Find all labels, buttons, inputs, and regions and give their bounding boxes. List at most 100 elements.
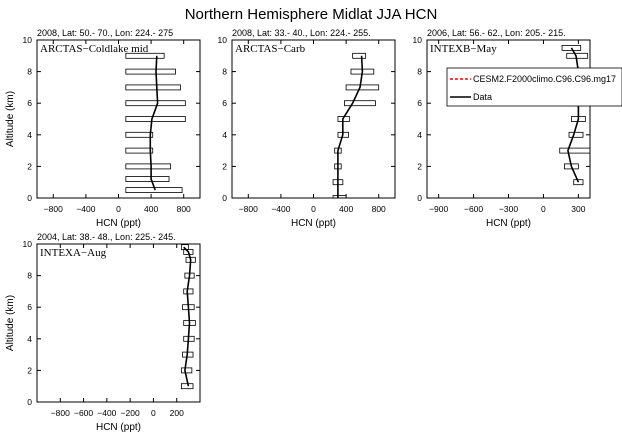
- x-tick-label: −200: [121, 408, 140, 418]
- y-tick-label: 8: [222, 67, 227, 77]
- x-tick-label: 800: [177, 204, 191, 214]
- panel-label: ARCTAS−Coldlake mid: [40, 43, 149, 55]
- legend-label: CESM2.F2000climo.C96.C96.mg17: [473, 74, 616, 84]
- chart-panel-1: 2008, Lat: 50.- 70., Lon: 224.- 275 ARCTA…: [5, 28, 201, 229]
- data-range-box: [180, 383, 194, 390]
- y-tick-label: 2: [417, 161, 422, 171]
- data-range-box: [352, 52, 367, 59]
- data-range-box: [125, 176, 170, 182]
- legend: CESM2.F2000climo.C96.C96.mg17 Data: [446, 67, 622, 107]
- chart-panel-3: 2006, Lat: 56.- 62., Lon: 205.- 215. INTE…: [413, 28, 591, 229]
- y-tick-label: 4: [27, 130, 32, 140]
- panel-subtitle: 2006, Lat: 56.- 62., Lon: 205.- 215.: [427, 28, 566, 38]
- plot-data: [332, 52, 380, 198]
- panel-label: INTEXB−May: [430, 43, 497, 55]
- data-range-box: [344, 100, 376, 107]
- figure-title: Northern Hemisphere Midlat JJA HCN: [185, 6, 438, 23]
- x-tick-label: −800: [44, 204, 63, 214]
- x-axis-label: HCN (ppt): [486, 218, 531, 229]
- data-range-box: [125, 147, 154, 154]
- y-tick-label: 4: [417, 130, 422, 140]
- y-axis-label: Altitude (km): [5, 295, 16, 351]
- data-range-box: [125, 68, 176, 75]
- y-tick-label: 2: [222, 161, 227, 171]
- x-tick-label: −600: [74, 408, 93, 418]
- plot-frame: [36, 243, 201, 403]
- plot-frame: [231, 39, 396, 199]
- x-axis-label: HCN (ppt): [291, 218, 336, 229]
- y-tick-label: 10: [23, 239, 33, 249]
- y-tick-label: 6: [417, 98, 422, 108]
- data-range-box: [345, 84, 380, 91]
- x-tick-label: −800: [51, 408, 70, 418]
- y-axis-label: Altitude (km): [5, 91, 16, 147]
- x-tick-label: 0: [541, 204, 546, 214]
- x-axis-label: HCN (ppt): [96, 218, 141, 229]
- y-tick-label: 10: [413, 35, 423, 45]
- chart-panel-2: 2008, Lat: 33.- 40., Lon: 224.- 255. ARCT…: [218, 28, 396, 229]
- y-tick-label: 8: [27, 271, 32, 281]
- panel-subtitle: 2004, Lat: 38.- 48., Lon: 225.- 245.: [37, 232, 176, 242]
- y-tick-label: 0: [27, 193, 32, 203]
- data-range-box: [561, 45, 582, 51]
- data-range-box: [125, 163, 172, 170]
- chart-panel-4: 2004, Lat: 38.- 48., Lon: 225.- 245. INTE…: [5, 232, 201, 433]
- data-range-box: [568, 131, 584, 138]
- plot-data: [125, 52, 186, 194]
- y-tick-label: 0: [222, 193, 227, 203]
- data-range-box: [573, 179, 584, 186]
- y-tick-label: 0: [27, 397, 32, 407]
- x-tick-label: 300: [571, 204, 585, 214]
- x-tick-label: 400: [339, 204, 353, 214]
- plot-data: [559, 45, 590, 186]
- y-tick-label: 4: [27, 334, 32, 344]
- legend-box: [446, 67, 622, 107]
- y-tick-label: 10: [23, 35, 33, 45]
- panel-subtitle: 2008, Lat: 50.- 70., Lon: 224.- 275: [37, 28, 173, 38]
- x-tick-label: −400: [271, 204, 290, 214]
- x-tick-label: −900: [429, 204, 448, 214]
- data-line: [567, 47, 580, 183]
- data-range-box: [332, 195, 347, 198]
- plot-frame: [426, 39, 591, 199]
- data-range-box: [125, 84, 181, 91]
- data-range-box: [180, 244, 189, 251]
- x-tick-label: −400: [97, 408, 116, 418]
- legend-label: Data: [473, 92, 492, 102]
- x-tick-label: −800: [239, 204, 258, 214]
- data-line: [149, 55, 159, 191]
- data-range-box: [125, 52, 165, 59]
- x-tick-label: −600: [464, 204, 483, 214]
- data-range-box: [125, 116, 186, 122]
- y-tick-label: 6: [27, 98, 32, 108]
- panel-label: INTEXA−Aug: [40, 247, 107, 259]
- plot-data: [180, 244, 196, 390]
- y-tick-label: 6: [222, 98, 227, 108]
- y-tick-label: 2: [27, 161, 32, 171]
- panel-subtitle: 2008, Lat: 33.- 40., Lon: 224.- 255.: [232, 28, 371, 38]
- data-range-box: [125, 100, 186, 107]
- y-tick-label: 8: [417, 67, 422, 77]
- y-tick-label: 8: [27, 67, 32, 77]
- y-tick-label: 4: [222, 130, 227, 140]
- data-range-box: [125, 131, 154, 138]
- x-axis-label: HCN (ppt): [96, 422, 141, 433]
- data-range-box: [180, 367, 193, 374]
- x-tick-label: 0: [151, 408, 156, 418]
- data-line: [183, 246, 192, 387]
- x-tick-label: −300: [499, 204, 518, 214]
- data-range-box: [566, 52, 589, 59]
- x-tick-label: 0: [311, 204, 316, 214]
- x-tick-label: 400: [144, 204, 158, 214]
- panel-label: ARCTAS−Carb: [235, 43, 306, 55]
- data-range-box: [183, 288, 194, 295]
- x-tick-label: 200: [170, 408, 184, 418]
- y-tick-label: 10: [218, 35, 228, 45]
- y-tick-label: 2: [27, 365, 32, 375]
- x-tick-label: 0: [116, 204, 121, 214]
- y-tick-label: 0: [417, 193, 422, 203]
- x-tick-label: −400: [76, 204, 95, 214]
- x-tick-label: 800: [372, 204, 386, 214]
- plot-frame: [36, 39, 201, 199]
